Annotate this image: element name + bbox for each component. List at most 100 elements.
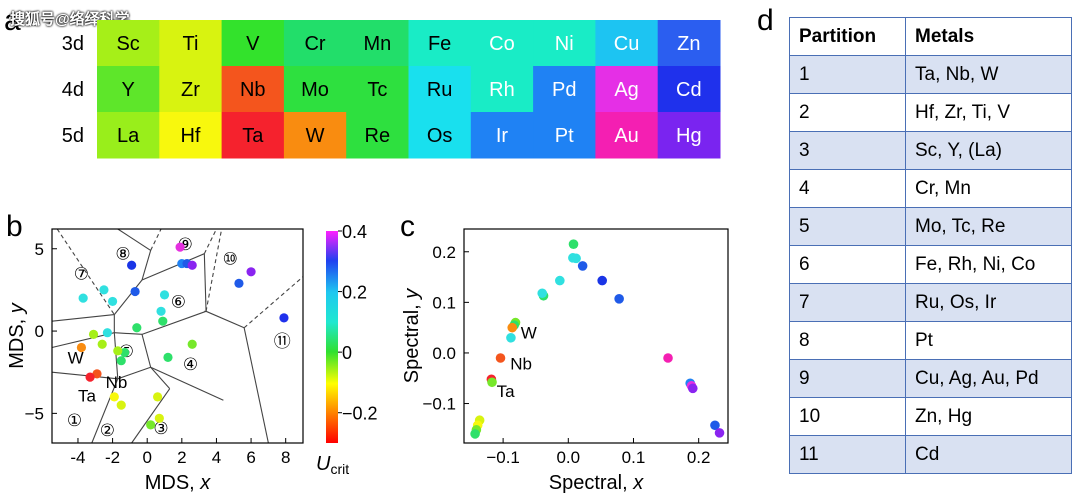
partition-boundary-line bbox=[141, 310, 207, 335]
region-number-label: ③ bbox=[153, 419, 168, 438]
element-label-os: Os bbox=[427, 125, 453, 147]
mds-data-point bbox=[130, 286, 140, 297]
heatmap-cell-os bbox=[408, 112, 472, 159]
heatmap-cell-la bbox=[97, 112, 160, 159]
element-label-tc: Tc bbox=[367, 79, 387, 101]
colorbar-tick-label: −0.2 bbox=[342, 404, 378, 424]
y-axis-label-b: MDS, y bbox=[6, 302, 28, 369]
partition-boundary-line bbox=[131, 388, 171, 444]
table-row: 1 Ta, Nb, W bbox=[789, 55, 1072, 94]
mds-data-point bbox=[182, 258, 192, 269]
partition-cell: 8 bbox=[789, 321, 906, 360]
heatmap-cell-nb bbox=[221, 66, 285, 113]
element-label-mn: Mn bbox=[363, 33, 391, 55]
y-tick-label-c: 0.1 bbox=[432, 293, 456, 312]
x-tick-label-b: 2 bbox=[177, 448, 186, 467]
partition-boundary-line bbox=[113, 332, 119, 379]
spectral-data-point bbox=[471, 425, 482, 435]
element-label-cr: Cr bbox=[304, 33, 325, 55]
x-tick-label-b: -2 bbox=[105, 448, 120, 467]
mds-data-point bbox=[109, 392, 119, 402]
spectral-data-point bbox=[686, 381, 697, 391]
region-number-label: ⑧ bbox=[115, 245, 130, 264]
element-label-la: La bbox=[117, 125, 140, 147]
partition-boundary-dashed bbox=[56, 228, 115, 315]
heatmap-cell-pd bbox=[533, 66, 596, 113]
element-label-pt: Pt bbox=[555, 125, 574, 147]
region-number-label: ⑦ bbox=[74, 264, 89, 283]
element-label-zn: Zn bbox=[677, 33, 700, 55]
x-tick-label-b: -4 bbox=[70, 448, 85, 467]
mds-data-point bbox=[88, 329, 99, 339]
mds-data-point bbox=[85, 372, 95, 382]
point-label-ta: Ta bbox=[78, 386, 97, 405]
mds-data-point bbox=[99, 285, 109, 295]
spectral-data-point bbox=[685, 378, 695, 389]
point-label-w: W bbox=[521, 324, 537, 343]
metals-cell: Hf, Zr, Ti, V bbox=[905, 93, 1072, 132]
element-label-ir: Ir bbox=[496, 125, 509, 147]
region-number-label: ⑩ bbox=[223, 250, 238, 269]
table-row: 7 Ru, Os, Ir bbox=[789, 283, 1072, 322]
heatmap-cell-ta bbox=[221, 112, 285, 159]
mds-data-point bbox=[116, 356, 126, 366]
x-tick-label-c: 0.0 bbox=[556, 448, 580, 467]
spectral-data-point bbox=[710, 420, 720, 431]
y-tick-label-c: −0.1 bbox=[422, 395, 456, 414]
spectral-data-point bbox=[597, 275, 607, 286]
metals-cell: Ta, Nb, W bbox=[905, 55, 1072, 94]
partition-boundary-line bbox=[141, 250, 152, 281]
heatmap-cell-zr bbox=[159, 66, 223, 113]
spectral-data-point bbox=[555, 275, 565, 286]
mds-data-point bbox=[102, 328, 112, 338]
heatmap-cell-ir bbox=[470, 112, 534, 159]
element-label-re: Re bbox=[365, 125, 391, 147]
x-axis-label-b: MDS, x bbox=[145, 472, 212, 494]
element-label-ni: Ni bbox=[555, 33, 574, 55]
element-label-hf: Hf bbox=[180, 125, 200, 147]
colorbar-u-crit bbox=[326, 231, 338, 443]
partition-table-d: Partition Metals 1 Ta, Nb, W 2 Hf, Zr, Ti, … bbox=[789, 17, 1072, 474]
metals-cell: Zn, Hg bbox=[905, 397, 1072, 436]
element-label-w: W bbox=[306, 125, 325, 147]
heatmap-cell-hf bbox=[159, 112, 223, 159]
table-row: 3 Sc, Y, (La) bbox=[789, 131, 1072, 170]
partition-cell: 5 bbox=[789, 207, 906, 246]
table-row: 5 Mo, Tc, Re bbox=[789, 207, 1072, 246]
row-label-4d: 4d bbox=[62, 79, 84, 101]
mds-data-point bbox=[146, 420, 156, 430]
spectral-data-point bbox=[571, 253, 581, 264]
x-tick-label-c: 0.2 bbox=[687, 448, 711, 467]
partition-boundary-line bbox=[150, 366, 224, 401]
colorbar-tick-label: 0.2 bbox=[342, 283, 367, 303]
y-tick-label-b: 5 bbox=[35, 240, 44, 259]
partition-cell: 11 bbox=[789, 435, 906, 474]
spectral-data-point bbox=[486, 374, 497, 385]
spectral-data-point bbox=[509, 320, 519, 330]
element-label-ru: Ru bbox=[427, 79, 453, 101]
element-label-y: Y bbox=[121, 79, 134, 101]
spectral-data-point bbox=[714, 428, 725, 438]
partition-cell: 10 bbox=[789, 397, 906, 436]
heatmap-cell-pt bbox=[533, 112, 596, 159]
heatmap-cell-ag bbox=[595, 66, 659, 113]
mds-data-point bbox=[97, 339, 107, 349]
partition-boundary-dashed bbox=[150, 228, 162, 251]
mds-data-point bbox=[152, 392, 163, 402]
element-label-nb: Nb bbox=[240, 79, 266, 101]
spectral-data-point bbox=[495, 353, 506, 363]
panel-letter-d: d bbox=[757, 4, 774, 37]
mds-data-point bbox=[116, 400, 126, 410]
x-axis-label-c: Spectral, x bbox=[549, 472, 644, 494]
y-tick-label-c: 0.0 bbox=[432, 344, 456, 363]
heatmap-cell-cd bbox=[657, 66, 721, 113]
partition-cell: 4 bbox=[789, 169, 906, 208]
heatmap-cell-fe bbox=[408, 20, 472, 67]
metals-cell: Mo, Tc, Re bbox=[905, 207, 1072, 246]
table-header-row: Partition Metals bbox=[789, 17, 1072, 56]
partition-boundary-dashed bbox=[243, 276, 304, 329]
region-number-label: ② bbox=[100, 421, 115, 440]
heatmap-cell-au bbox=[595, 112, 659, 159]
mds-data-point bbox=[177, 258, 187, 269]
element-label-cu: Cu bbox=[614, 33, 640, 55]
